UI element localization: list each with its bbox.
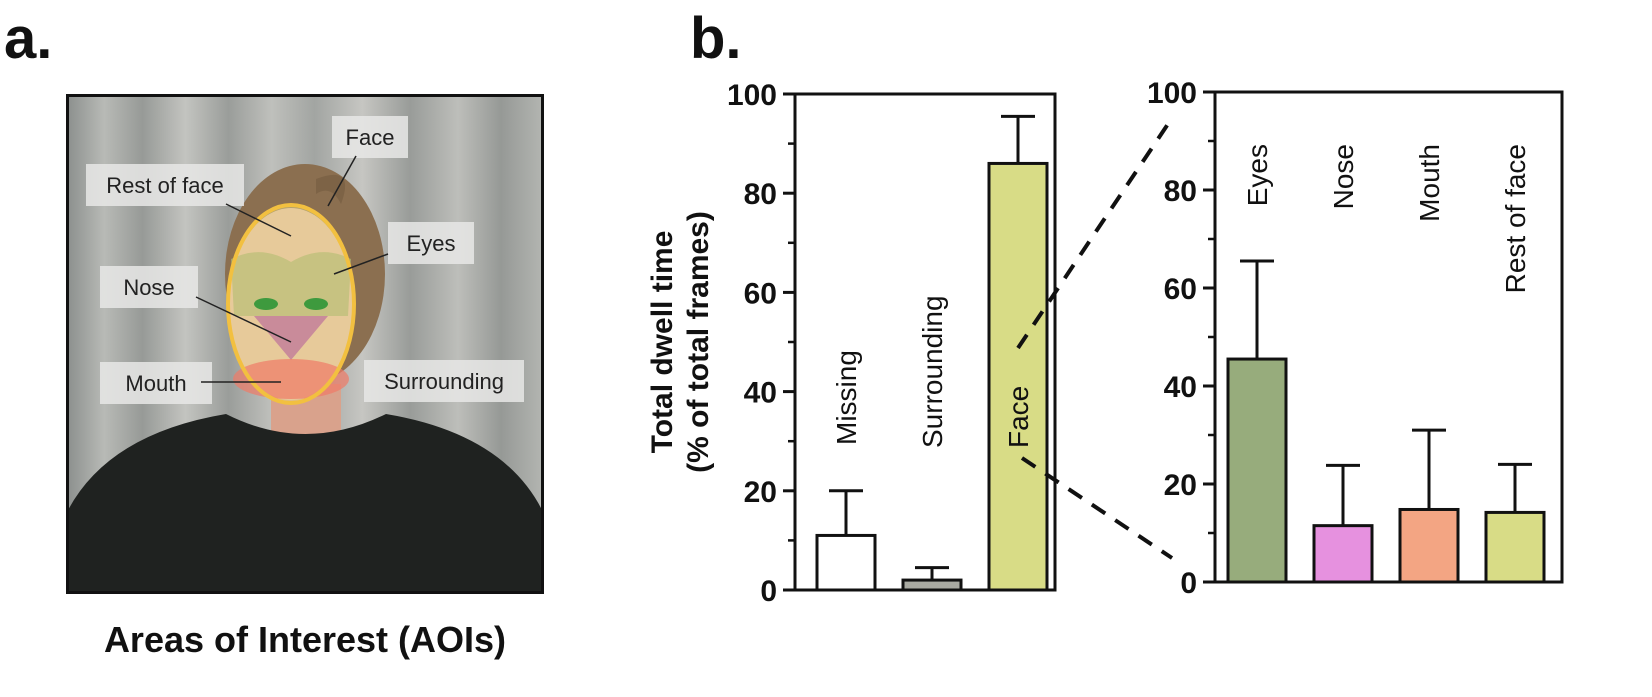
aoi-label-eyes: Eyes bbox=[407, 231, 456, 256]
category-label-missing: Missing bbox=[831, 350, 862, 445]
aoi-nose-region bbox=[254, 316, 328, 360]
right-eye bbox=[304, 298, 328, 310]
y-tick-label: 100 bbox=[727, 79, 777, 112]
label-box-mouth bbox=[100, 362, 212, 404]
chart-overall-dwell: 0 20 40 60 80 100 Missing Surrounding Face Total … bbox=[646, 79, 1057, 608]
dwell-time-charts: 0 20 40 60 80 100 Missing Surrounding Face Total … bbox=[646, 77, 1564, 608]
aoi-face-outline bbox=[226, 203, 356, 405]
y-tick-label: 20 bbox=[1164, 469, 1197, 502]
label-box-face bbox=[332, 116, 408, 158]
panel-label-b: b. bbox=[690, 6, 742, 71]
pointer-face bbox=[327, 155, 357, 207]
left-eye bbox=[254, 298, 278, 310]
y-tick-label: 0 bbox=[1180, 567, 1197, 600]
y-tick-label: 100 bbox=[1147, 77, 1197, 110]
y-axis-label-line: Total dwell time bbox=[646, 231, 679, 454]
aoi-label-surrounding: Surrounding bbox=[384, 369, 504, 394]
chart-face-aoi-dwell: 0 20 40 60 80 100 Eyes Nose Mouth Rest of face bbox=[1147, 77, 1564, 600]
y-tick-label: 60 bbox=[744, 277, 777, 310]
bar-nose bbox=[1312, 524, 1374, 584]
y-tick-label: 0 bbox=[760, 575, 777, 608]
label-box-rest-of-face bbox=[86, 164, 244, 206]
label-box-eyes bbox=[388, 222, 474, 264]
category-label-eyes: Eyes bbox=[1242, 144, 1273, 206]
category-label-rest-of-face: Rest of face bbox=[1500, 144, 1531, 293]
label-box-surrounding bbox=[364, 360, 524, 402]
bar-surrounding bbox=[901, 578, 963, 592]
pointer-nose bbox=[195, 296, 292, 343]
photo-caption: Areas of Interest (AOIs) bbox=[103, 619, 507, 660]
y-tick-label: 40 bbox=[744, 377, 777, 410]
aoi-photo: Face Rest of face Eyes Nose Mouth Surrou… bbox=[66, 94, 544, 594]
aoi-label-mouth: Mouth bbox=[125, 371, 186, 396]
y-tick-label: 20 bbox=[744, 476, 777, 509]
bar-eyes bbox=[1226, 357, 1288, 584]
y-tick-label: 80 bbox=[1164, 175, 1197, 208]
aoi-label-nose: Nose bbox=[123, 275, 174, 300]
bar-mouth bbox=[1398, 507, 1460, 584]
y-tick-label: 60 bbox=[1164, 273, 1197, 306]
pointer-eyes bbox=[333, 253, 389, 275]
category-label-mouth: Mouth bbox=[1414, 144, 1445, 222]
bar-face bbox=[987, 161, 1049, 592]
hair-bun bbox=[316, 174, 346, 204]
aoi-label-rest-of-face: Rest of face bbox=[106, 173, 223, 198]
zoom-line-bottom bbox=[1020, 456, 1174, 560]
y-axis-label: Total dwell time (% of total frames) bbox=[646, 211, 715, 473]
aoi-label-face: Face bbox=[346, 125, 395, 150]
photo-border bbox=[66, 94, 544, 594]
aoi-mouth-region bbox=[233, 359, 349, 399]
bar-rest-of-face bbox=[1484, 510, 1546, 584]
y-axis-label-line: (% of total frames) bbox=[682, 211, 715, 473]
pointer-rest-of-face bbox=[225, 203, 292, 237]
category-label-nose: Nose bbox=[1328, 144, 1359, 209]
category-label-surrounding: Surrounding bbox=[917, 295, 948, 448]
label-box-nose bbox=[100, 266, 198, 308]
category-label-face: Face bbox=[1003, 386, 1034, 448]
zoom-line-top bbox=[1016, 116, 1174, 350]
shirt bbox=[66, 414, 544, 594]
zoom-connector-lines bbox=[1016, 116, 1174, 560]
bar-missing bbox=[815, 533, 877, 592]
panel-label-a: a. bbox=[4, 6, 53, 71]
aoi-photo-illustration: Face Rest of face Eyes Nose Mouth Surrou… bbox=[66, 94, 544, 594]
y-tick-label: 40 bbox=[1164, 371, 1197, 404]
y-tick-label: 80 bbox=[744, 178, 777, 211]
